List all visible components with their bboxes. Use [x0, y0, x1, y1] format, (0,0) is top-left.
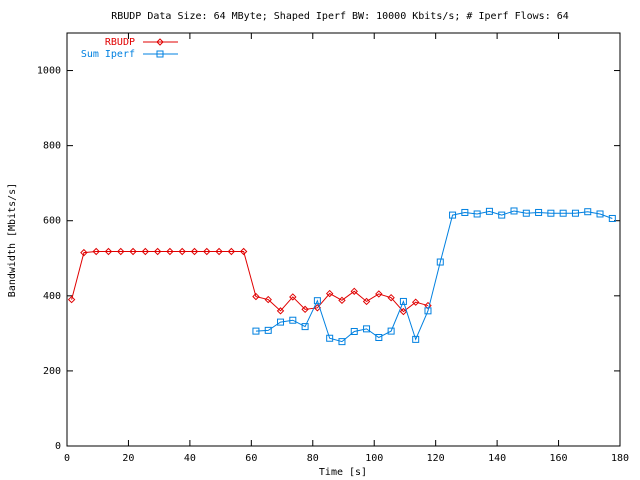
- data-point: [510, 207, 518, 215]
- data-point: [424, 307, 432, 315]
- data-point: [178, 247, 186, 256]
- data-point: [252, 292, 260, 301]
- data-point: [129, 247, 137, 256]
- data-point: [350, 287, 358, 296]
- data-point: [449, 211, 457, 219]
- y-tick-label: 800: [43, 141, 61, 152]
- data-point: [498, 211, 506, 219]
- data-point: [276, 307, 285, 315]
- data-point: [80, 248, 88, 257]
- data-point: [227, 247, 236, 256]
- x-tick-label: 0: [64, 453, 70, 464]
- data-point: [375, 333, 383, 341]
- data-point: [362, 297, 371, 306]
- data-point: [387, 293, 395, 302]
- data-point: [338, 338, 346, 346]
- data-point: [387, 327, 395, 335]
- data-point: [264, 295, 272, 304]
- y-tick-label: 0: [55, 441, 61, 452]
- data-point: [203, 247, 211, 256]
- data-point: [461, 208, 469, 216]
- x-tick-label: 100: [365, 453, 383, 464]
- data-point: [399, 297, 407, 305]
- data-point: [547, 209, 555, 217]
- legend-label: RBUDP: [105, 37, 135, 48]
- data-point: [289, 293, 297, 301]
- plot-frame: [66, 32, 621, 447]
- data-point: [485, 207, 493, 215]
- data-point: [375, 290, 383, 298]
- data-point: [264, 326, 272, 334]
- data-point: [338, 296, 346, 305]
- data-point: [67, 295, 76, 304]
- data-point: [141, 247, 150, 256]
- data-point: [301, 323, 309, 331]
- data-point: [215, 247, 223, 256]
- data-point: [325, 289, 334, 298]
- data-point: [190, 247, 199, 256]
- data-point: [571, 209, 579, 217]
- y-tick-label: 600: [43, 216, 61, 227]
- data-point: [412, 335, 420, 343]
- data-point: [584, 208, 592, 216]
- legend-label: Sum Iperf: [81, 49, 135, 60]
- data-point: [289, 316, 297, 324]
- data-point: [92, 247, 100, 256]
- x-tick-label: 160: [550, 453, 568, 464]
- data-point: [522, 209, 530, 217]
- data-point: [436, 258, 444, 266]
- y-axis-label: Bandwidth [Mbits/s]: [7, 183, 18, 297]
- data-point: [363, 325, 371, 333]
- data-point: [596, 210, 604, 218]
- chart-title: RBUDP Data Size: 64 MByte; Shaped Iperf …: [111, 11, 569, 22]
- x-tick-label: 20: [122, 453, 134, 464]
- data-point: [117, 247, 125, 256]
- data-point: [277, 318, 285, 326]
- y-tick-label: 400: [43, 291, 61, 302]
- data-point: [166, 247, 174, 256]
- x-axis-label: Time [s]: [319, 467, 367, 478]
- data-point: [399, 307, 408, 316]
- x-tick-label: 180: [611, 453, 629, 464]
- x-tick-label: 80: [307, 453, 319, 464]
- data-point: [153, 247, 162, 256]
- data-point: [473, 210, 481, 218]
- data-point: [535, 208, 543, 216]
- data-point: [239, 247, 248, 256]
- data-point: [313, 297, 321, 305]
- x-tick-label: 120: [427, 453, 445, 464]
- data-point: [252, 327, 260, 335]
- data-point: [608, 214, 616, 222]
- y-tick-label: 200: [43, 366, 61, 377]
- x-tick-label: 60: [245, 453, 257, 464]
- y-tick-label: 1000: [37, 66, 61, 77]
- x-tick-label: 140: [488, 453, 506, 464]
- legend-marker: [156, 50, 164, 58]
- data-point: [411, 298, 420, 306]
- series-line: [255, 210, 613, 343]
- data-point: [104, 247, 113, 256]
- data-point: [326, 334, 334, 342]
- legend-marker: [156, 38, 164, 46]
- x-tick-label: 40: [184, 453, 196, 464]
- data-point: [559, 209, 567, 217]
- data-point: [350, 327, 358, 335]
- data-point: [301, 305, 309, 314]
